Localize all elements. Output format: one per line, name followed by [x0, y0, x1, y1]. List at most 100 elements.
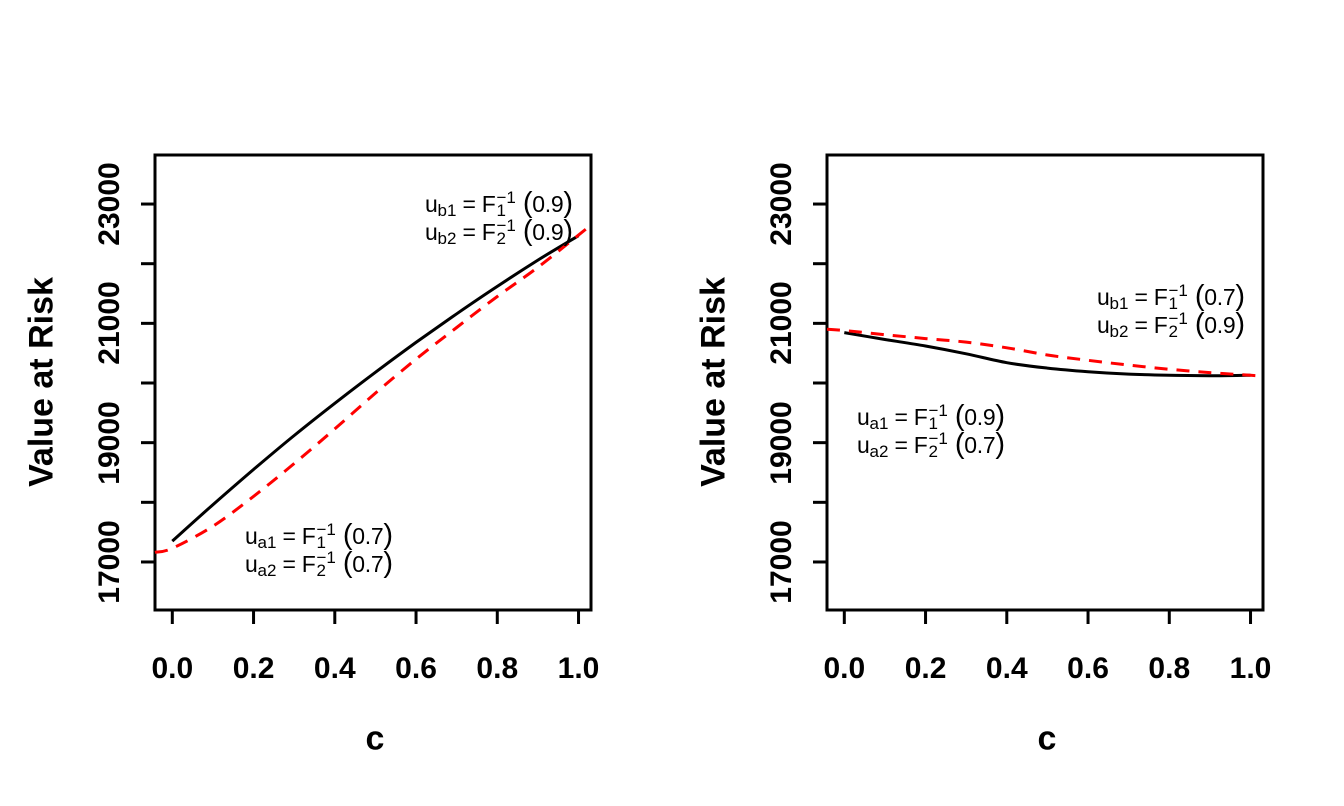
close-paren: )	[383, 546, 393, 579]
probability-level: 0.9	[964, 403, 996, 430]
inverse-superscript: −1	[928, 401, 948, 420]
distribution-symbol: F	[301, 522, 316, 549]
quantile-symbol: u	[425, 218, 438, 245]
sup-sub-stack: −1 1	[316, 520, 336, 552]
quantile-subscript: a1	[869, 414, 889, 433]
quantile-subscript: a2	[257, 561, 277, 580]
distribution-subscript: 1	[928, 414, 938, 433]
open-paren: (	[954, 427, 965, 460]
right-plot-lower-quantile-label: u a1 = F −1 1(0.9) u a2 = F −1 2(0.7)	[857, 399, 1005, 462]
inverse-superscript: −1	[928, 429, 948, 448]
right-plot-var-solid-black-line	[844, 331, 1251, 378]
quantile-subscript: b1	[437, 201, 457, 220]
x-axis-label-left: c	[365, 719, 385, 758]
left-plot-x-tick-label: 0.0	[151, 652, 194, 685]
left-plot-y-tick-label: 17000	[93, 520, 126, 604]
distribution-subscript: 2	[496, 229, 506, 248]
quantile-symbol: u	[245, 522, 258, 549]
right-plot-upper-quantile-label: u b1 = F −1 1(0.7) u b2 = F −1 2(0.9)	[1097, 279, 1245, 342]
probability-level: 0.9	[1204, 311, 1236, 338]
open-paren: (	[342, 518, 353, 551]
left-plot-var-dashed-red-line	[154, 223, 592, 554]
left-plot-y-tick-label: 23000	[93, 162, 126, 246]
quantile-symbol: u	[857, 431, 870, 458]
sup-sub-stack: −1 2	[928, 429, 948, 461]
open-paren: (	[954, 399, 965, 432]
probability-level: 0.7	[1204, 283, 1236, 310]
quantile-symbol: u	[245, 550, 258, 577]
quantile-subscript: a2	[869, 442, 889, 461]
quantile-subscript: b2	[437, 229, 457, 248]
distribution-subscript: 2	[928, 442, 938, 461]
annotation-line: u a2 = F −1 2 (0.7)	[857, 427, 1005, 462]
y-axis-label-right: Value at Risk	[694, 277, 733, 487]
quantile-symbol: u	[857, 403, 870, 430]
close-paren: )	[383, 518, 393, 551]
distribution-symbol: F	[481, 190, 496, 217]
right-plot-var-dashed-red-line	[826, 327, 1264, 378]
right-plot-x-tick-label: 0.4	[985, 652, 1028, 685]
left-plot-upper-quantile-label: u b1 = F −1 1(0.9) u b2 = F −1 2(0.9)	[425, 186, 573, 249]
right-plot-x-tick-label: 0.0	[823, 652, 866, 685]
open-paren: (	[522, 186, 533, 219]
annotation-line: u b1 = F −1 1 (0.9)	[425, 186, 573, 221]
right-plot-x-tick-label: 0.8	[1148, 652, 1191, 685]
quantile-subscript: a1	[257, 533, 277, 552]
distribution-symbol: F	[481, 218, 496, 245]
left-plot-lower-quantile-label: u a1 = F −1 1(0.7) u a2 = F −1 2(0.7)	[245, 518, 393, 581]
sup-sub-stack: −1 2	[316, 549, 335, 580]
probability-level: 0.9	[532, 218, 564, 245]
probability-level: 0.7	[352, 522, 384, 549]
left-plot-y-tick-label: 21000	[93, 281, 126, 366]
close-paren: )	[563, 214, 573, 247]
right-plot-y-tick-label: 17000	[765, 520, 798, 604]
distribution-subscript: 1	[496, 201, 506, 220]
equals-sign: =	[888, 403, 914, 430]
quantile-symbol: u	[425, 190, 438, 217]
quantile-symbol: u	[1097, 283, 1110, 310]
inverse-superscript: −1	[316, 520, 336, 539]
close-paren: )	[563, 186, 573, 219]
open-paren: (	[1194, 279, 1205, 312]
equals-sign: =	[276, 550, 302, 577]
close-paren: )	[1235, 307, 1245, 340]
quantile-subscript: b1	[1109, 294, 1129, 313]
y-axis-label-left: Value at Risk	[22, 277, 61, 487]
distribution-symbol: F	[1153, 311, 1168, 338]
inverse-superscript: −1	[496, 216, 516, 235]
equals-sign: =	[1128, 311, 1154, 338]
left-plot-var-solid-black-line	[171, 234, 580, 543]
equals-sign: =	[1128, 283, 1154, 310]
distribution-subscript: 1	[316, 533, 326, 552]
open-paren: (	[342, 546, 353, 579]
left-plot-x-tick-label: 1.0	[557, 652, 600, 685]
left-plot-x-tick-label: 0.6	[395, 652, 437, 685]
sup-sub-stack: −1 1	[496, 188, 516, 220]
probability-level: 0.9	[532, 190, 564, 217]
equals-sign: =	[456, 190, 482, 217]
sup-sub-stack: −1 2	[1168, 310, 1187, 340]
distribution-symbol: F	[913, 431, 928, 458]
right-plot-box	[825, 153, 1265, 612]
sup-sub-stack: −1 2	[496, 216, 516, 248]
x-axis-label-right: c	[1037, 719, 1057, 758]
right-plot-x-tick-label: 0.2	[904, 652, 947, 685]
left-plot-y-tick-label: 19000	[93, 400, 126, 485]
distribution-symbol: F	[913, 403, 928, 430]
left-plot-x-tick-label: 0.2	[232, 652, 275, 685]
sup-sub-stack: −1 1	[1168, 282, 1187, 313]
open-paren: (	[522, 214, 533, 247]
equals-sign: =	[888, 431, 914, 458]
close-paren: )	[995, 399, 1005, 432]
annotation-line: u b2 = F −1 2 (0.9)	[425, 214, 573, 249]
distribution-symbol: F	[301, 550, 316, 577]
distribution-subscript: 1	[1168, 294, 1178, 313]
annotation-line: u a1 = F −1 1 (0.7)	[245, 518, 393, 553]
distribution-subscript: 2	[316, 561, 326, 580]
inverse-superscript: −1	[496, 188, 516, 207]
right-plot-y-tick-label: 19000	[765, 400, 798, 485]
right-plot-x-tick-label: 1.0	[1229, 652, 1272, 685]
quantile-symbol: u	[1097, 311, 1110, 338]
close-paren: )	[995, 427, 1005, 460]
right-plot-x-tick-label: 0.6	[1067, 652, 1109, 685]
